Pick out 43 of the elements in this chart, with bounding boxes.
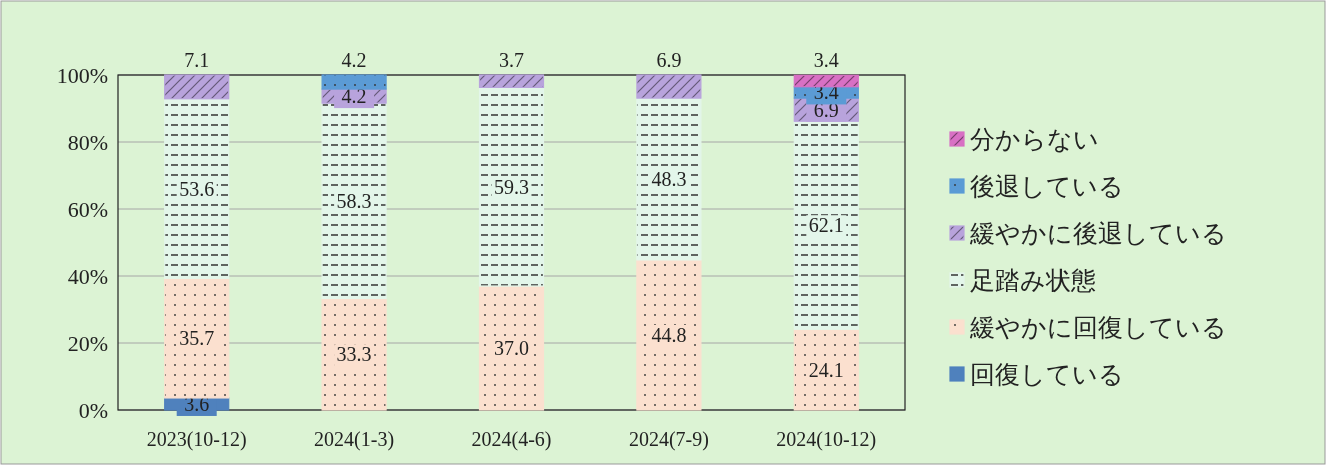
data-label: 4.2 [341, 49, 367, 71]
bar [793, 74, 859, 88]
data-label: 37.0 [494, 337, 529, 360]
legend-label: 回復している [970, 361, 1124, 388]
bar [164, 277, 230, 399]
bar [478, 86, 545, 287]
data-label: 6.9 [656, 49, 682, 71]
x-tick-label: 2024(10-12) [776, 428, 877, 451]
legend-label: 足踏み状態 [970, 267, 1096, 294]
bar [636, 259, 702, 411]
data-label: 35.7 [179, 327, 215, 350]
x-tick-label: 2024(1-3) [314, 428, 395, 451]
y-tick-label: 0% [78, 398, 108, 423]
data-label: 62.1 [808, 214, 844, 237]
x-tick-label: 2024(7-9) [628, 428, 709, 451]
legend-label: 緩やかに後退している [969, 220, 1227, 247]
data-label: 3.7 [499, 49, 524, 71]
legend-label: 後退している [970, 173, 1124, 200]
bar [636, 97, 702, 261]
bar [321, 297, 387, 411]
y-tick-label: 40% [67, 264, 108, 289]
x-tick-label: 2023(10-12) [146, 428, 247, 451]
y-tick-label: 80% [67, 130, 108, 155]
bar [164, 98, 230, 279]
data-label: 48.3 [651, 168, 687, 191]
data-label: 59.3 [494, 175, 529, 198]
bar [478, 285, 545, 411]
legend-label: 分からない [970, 126, 1099, 153]
data-label: 7.1 [184, 49, 210, 71]
bar [636, 74, 702, 99]
bar [478, 74, 545, 88]
y-tick-label: 60% [67, 197, 108, 222]
data-label: 3.4 [813, 49, 839, 71]
data-label: 24.1 [808, 358, 844, 381]
x-tick-label: 2024(4-6) [471, 428, 552, 451]
data-label: 44.8 [651, 323, 687, 346]
y-tick-label: 100% [56, 63, 108, 88]
data-label: 53.6 [179, 177, 215, 200]
legend-label: 緩やかに回復している [969, 314, 1227, 341]
y-tick-label: 20% [67, 331, 108, 356]
data-label: 58.3 [336, 189, 372, 212]
data-label: 33.3 [336, 343, 372, 366]
bar [164, 74, 230, 100]
